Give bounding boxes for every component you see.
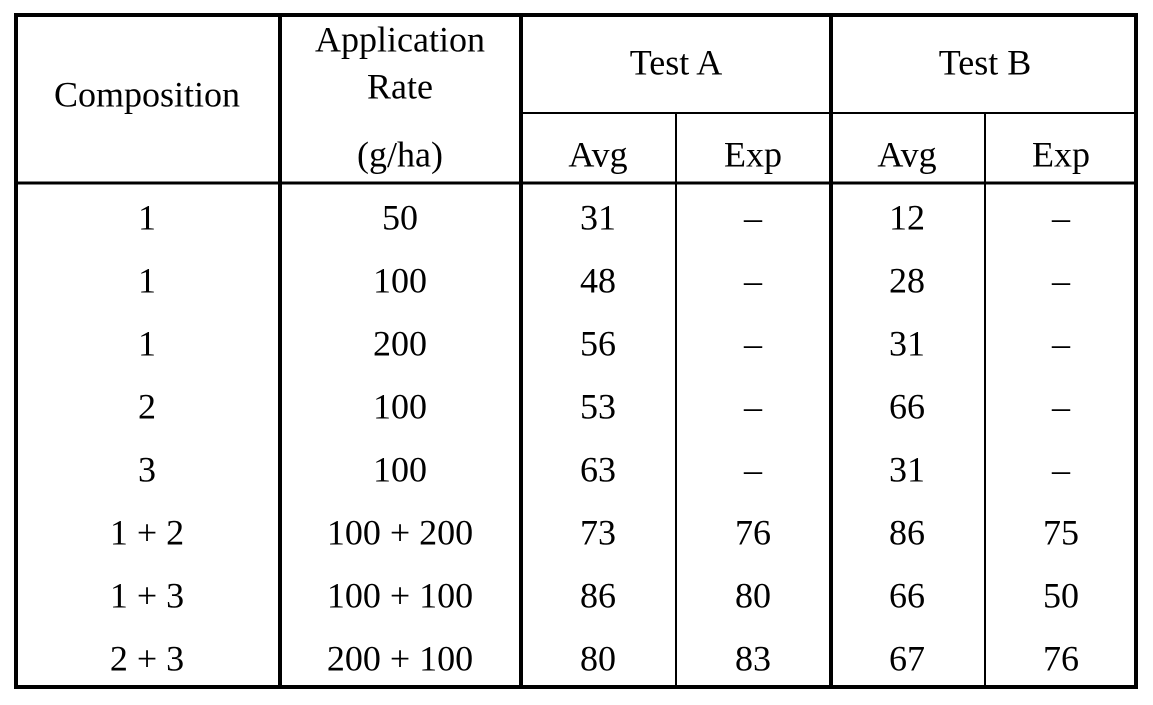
- cell: 2 + 3: [110, 638, 184, 678]
- table: Composition Application Rate (g/ha) Test…: [0, 0, 1153, 705]
- cell: 1: [138, 197, 156, 237]
- cell: –: [1051, 449, 1071, 489]
- cell: –: [743, 386, 763, 426]
- cell: 75: [1043, 512, 1079, 552]
- cell: 73: [580, 512, 616, 552]
- cell: 100: [373, 386, 427, 426]
- cell: 50: [1043, 575, 1079, 615]
- sub-header: Exp: [1032, 134, 1090, 174]
- sub-header: Avg: [877, 134, 936, 174]
- cell: 100: [373, 449, 427, 489]
- cell: –: [743, 197, 763, 237]
- cell: 50: [382, 197, 418, 237]
- cell: –: [1051, 260, 1071, 300]
- cell: 86: [580, 575, 616, 615]
- cell: 3: [138, 449, 156, 489]
- cell: 76: [735, 512, 771, 552]
- sub-header: Exp: [724, 134, 782, 174]
- cell: 80: [735, 575, 771, 615]
- cell: 53: [580, 386, 616, 426]
- cell: 1: [138, 260, 156, 300]
- cell: 83: [735, 638, 771, 678]
- cell: 56: [580, 323, 616, 363]
- cell: –: [1051, 197, 1071, 237]
- cell: 63: [580, 449, 616, 489]
- cell: 200 + 100: [327, 638, 473, 678]
- cell: 31: [580, 197, 616, 237]
- cell: 1: [138, 323, 156, 363]
- cell: 2: [138, 386, 156, 426]
- cell: 86: [889, 512, 925, 552]
- cell: 31: [889, 323, 925, 363]
- cell: –: [1051, 323, 1071, 363]
- cell: –: [743, 260, 763, 300]
- cell: –: [743, 449, 763, 489]
- cell: 1 + 3: [110, 575, 184, 615]
- cell: 100: [373, 260, 427, 300]
- cell: 100 + 200: [327, 512, 473, 552]
- cell: 76: [1043, 638, 1079, 678]
- cell: 200: [373, 323, 427, 363]
- header-rate: Rate: [367, 66, 433, 106]
- cell: 48: [580, 260, 616, 300]
- cell: 80: [580, 638, 616, 678]
- cell: –: [743, 323, 763, 363]
- cell: 1 + 2: [110, 512, 184, 552]
- header-test-a: Test A: [630, 42, 722, 82]
- header-rate: Application: [315, 19, 485, 59]
- header-composition: Composition: [54, 74, 240, 114]
- cell: 12: [889, 197, 925, 237]
- cell: 66: [889, 386, 925, 426]
- header-test-b: Test B: [939, 42, 1031, 82]
- cell: 66: [889, 575, 925, 615]
- cell: 100 + 100: [327, 575, 473, 615]
- sub-header: Avg: [568, 134, 627, 174]
- cell: 31: [889, 449, 925, 489]
- cell: –: [1051, 386, 1071, 426]
- header-rate: (g/ha): [357, 134, 443, 174]
- cell: 67: [889, 638, 925, 678]
- cell: 28: [889, 260, 925, 300]
